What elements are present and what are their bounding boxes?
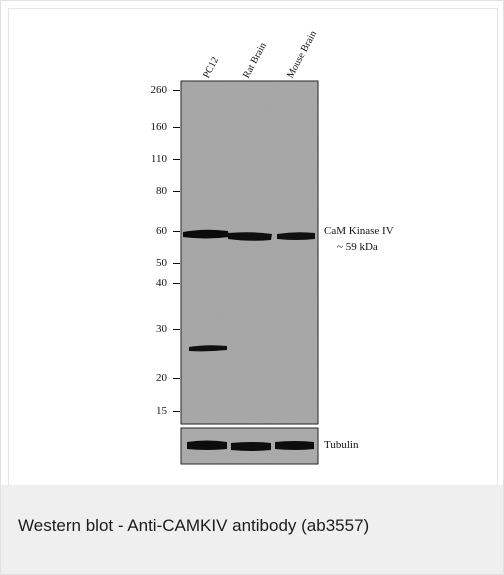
mw-label-160: 160 (150, 121, 168, 133)
image-caption: Western blot - Anti-CAMKIV antibody (ab3… (18, 516, 370, 535)
mw-tick-60 (173, 231, 180, 232)
mw-tick-20 (173, 378, 180, 379)
band-pc12-25kda (189, 345, 227, 352)
mw-label-80: 80 (156, 185, 167, 197)
mw-tick-110 (173, 159, 180, 160)
mw-tick-160 (173, 127, 180, 128)
mw-label-40: 40 (156, 277, 167, 289)
band-mousebrain-tubulin (275, 441, 314, 450)
mw-tick-40 (173, 283, 180, 284)
mw-tick-30 (173, 329, 180, 330)
mw-label-20: 20 (156, 372, 167, 384)
mw-tick-80 (173, 191, 180, 192)
caption-bar: Western blot - Anti-CAMKIV antibody (ab3… (1, 485, 503, 574)
mw-tick-15 (173, 411, 180, 412)
western-blot-figure: PC12 Rat Brain Mouse Brain 260 160 110 8… (8, 8, 498, 486)
mw-label-110: 110 (150, 153, 167, 165)
mw-tick-260 (173, 90, 180, 91)
target-protein-label: CaM Kinase IV (324, 225, 394, 237)
band-ratbrain-59kda (228, 232, 272, 241)
mw-label-60: 60 (156, 225, 167, 237)
mw-label-50: 50 (156, 257, 167, 269)
blot-graphic (180, 80, 319, 465)
mw-label-260: 260 (150, 84, 168, 96)
band-pc12-59kda (183, 229, 229, 239)
mw-label-30: 30 (156, 323, 167, 335)
band-mousebrain-59kda (277, 232, 315, 240)
mw-tick-50 (173, 263, 180, 264)
band-ratbrain-tubulin (231, 442, 271, 451)
mw-label-15: 15 (156, 405, 167, 417)
band-pc12-tubulin (187, 440, 227, 450)
loading-control-label: Tubulin (324, 439, 359, 451)
target-size-label: ~ 59 kDa (337, 241, 378, 253)
